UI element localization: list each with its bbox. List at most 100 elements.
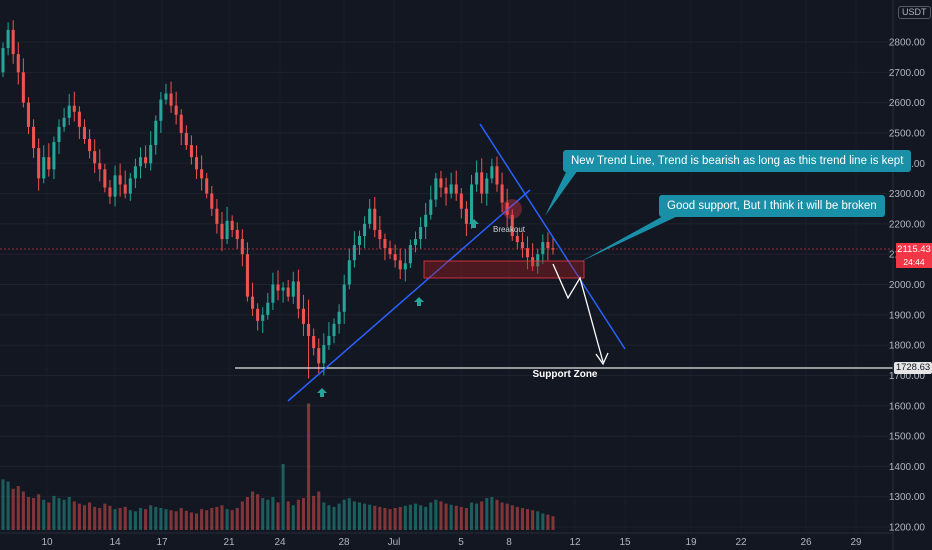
candle-body <box>546 242 550 249</box>
volume-bar <box>164 509 168 530</box>
candle-body <box>251 296 255 309</box>
support-zone-label: Support Zone <box>533 369 598 380</box>
y-tick-label: 1200.00 <box>889 523 926 534</box>
y-tick-label: 1300.00 <box>889 492 926 503</box>
rising-trendline[interactable] <box>287 189 531 402</box>
volume-bar <box>281 464 285 530</box>
volume-bar <box>210 508 214 530</box>
candle-body <box>500 184 504 203</box>
x-tick-label: 24 <box>274 537 286 548</box>
candle-body <box>154 120 158 146</box>
trend-callout[interactable]: New Trend Line, Trend is bearish as long… <box>563 150 912 172</box>
volume-bar <box>103 503 107 530</box>
candle-body <box>373 208 377 230</box>
x-tick-label: 5 <box>458 537 464 548</box>
candle-body <box>520 242 524 249</box>
volume-bar <box>266 499 270 530</box>
candle-body <box>505 202 509 215</box>
y-tick-label: 1600.00 <box>889 401 926 412</box>
volume-bar <box>271 497 275 530</box>
candle-body <box>93 151 97 164</box>
support-callout[interactable]: Good support, But I think it will be bro… <box>659 195 885 217</box>
volume-bar <box>332 506 336 530</box>
volume-bar <box>16 486 20 530</box>
volume-bar <box>77 503 81 530</box>
volume-bar <box>154 506 158 530</box>
candle-body <box>164 93 168 100</box>
candle-body <box>82 126 87 139</box>
volume-bar <box>342 499 346 530</box>
volume-bar <box>88 502 92 530</box>
volume-bar <box>459 506 463 530</box>
currency-chip[interactable]: USDT <box>898 6 931 19</box>
up-arrows <box>317 219 479 397</box>
candle-body <box>475 172 479 185</box>
candle-body <box>413 239 418 246</box>
volume-bar <box>449 504 453 530</box>
descending-trendline[interactable] <box>479 123 626 350</box>
candle-body <box>32 126 36 149</box>
volume-bar <box>536 511 540 530</box>
volume-bar <box>37 494 41 530</box>
volume-bar <box>62 499 66 530</box>
volume-bar <box>118 508 122 530</box>
candle-body <box>113 175 117 197</box>
breakout-circle <box>502 199 522 219</box>
volume-bar <box>363 503 367 530</box>
candle-body <box>459 193 463 209</box>
volume-bar <box>194 513 199 530</box>
candle-body <box>378 229 382 240</box>
volume-bar <box>169 510 173 530</box>
candle-body <box>174 105 178 115</box>
candle-body <box>103 169 107 188</box>
volume-bar <box>159 508 163 530</box>
candle-body <box>531 257 535 267</box>
volume-bar <box>144 509 148 530</box>
volume-bar <box>526 509 530 530</box>
candle-body <box>72 105 76 112</box>
volume-bar <box>296 499 300 530</box>
volume-bar <box>510 505 514 530</box>
time-axis[interactable]: 10 14 17 21 24 28 Jul 5 8 12 15 19 22 26 29 <box>41 537 862 548</box>
x-tick-label: 8 <box>506 537 512 548</box>
volume-bar <box>357 502 362 530</box>
volume-bar <box>93 506 97 530</box>
volume-bar <box>419 505 423 530</box>
volume-bar <box>128 510 132 530</box>
candle-body <box>205 178 209 194</box>
support-box[interactable] <box>423 260 585 279</box>
candle-body <box>291 281 295 297</box>
x-tick-label: 17 <box>156 537 168 548</box>
volume-bar <box>82 505 87 530</box>
y-tick-label: 2700.00 <box>889 68 926 79</box>
volume-bar <box>52 495 56 530</box>
volume-bar <box>245 497 249 530</box>
volume-bar <box>240 501 244 530</box>
candle-body <box>62 117 66 127</box>
projected-arrowhead <box>595 352 609 366</box>
volume-bar <box>42 499 46 530</box>
candle-body <box>179 114 183 133</box>
candle-body <box>128 178 132 194</box>
volume-bar <box>179 508 183 530</box>
candle-body <box>398 260 402 270</box>
y-tick-label: 2800.00 <box>889 38 926 49</box>
price-axis[interactable]: 2800.002700.002600.002500.002400.002300.… <box>889 38 926 534</box>
candle-body <box>383 239 387 249</box>
candle-body <box>368 208 372 224</box>
candle-body <box>271 284 275 303</box>
volume-bar <box>490 497 494 530</box>
candle-body <box>490 166 494 179</box>
volume-bar <box>546 514 550 530</box>
candle-body <box>301 308 305 324</box>
volume-bar <box>352 501 356 530</box>
y-tick-label: 1800.00 <box>889 341 926 352</box>
last-price-tag: 2115.43 24:44 <box>896 243 932 268</box>
volume-bar <box>57 498 61 530</box>
up-arrow-icon <box>317 388 327 397</box>
candle-body <box>210 193 214 209</box>
candle-body <box>388 248 392 255</box>
x-tick-label: 10 <box>41 537 53 548</box>
